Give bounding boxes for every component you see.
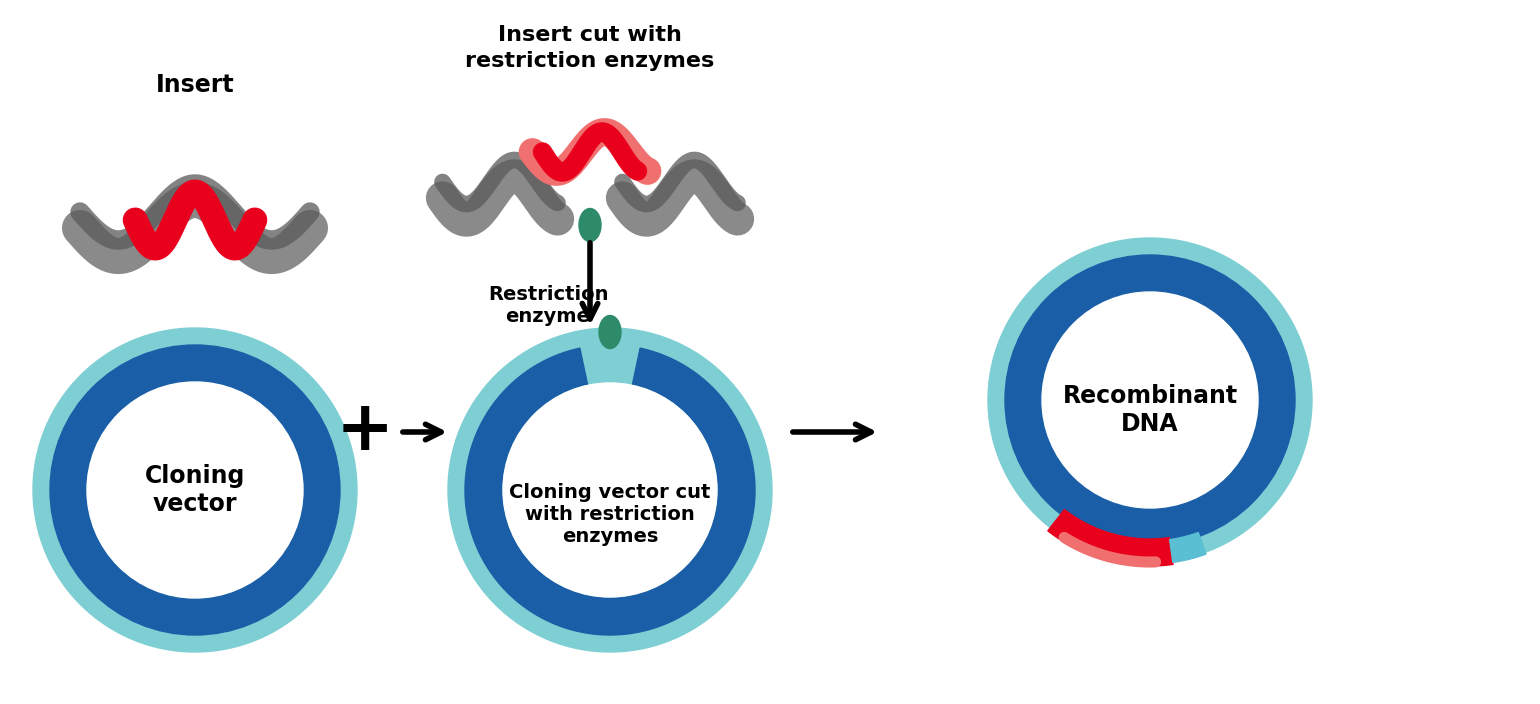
Circle shape xyxy=(1043,292,1258,508)
Text: Recombinant
DNA: Recombinant DNA xyxy=(1063,384,1238,436)
Text: Insert: Insert xyxy=(156,73,234,97)
Ellipse shape xyxy=(604,329,616,348)
Circle shape xyxy=(504,383,718,597)
Text: Cloning vector cut
with restriction
enzymes: Cloning vector cut with restriction enzy… xyxy=(510,484,710,546)
Circle shape xyxy=(49,345,340,635)
Circle shape xyxy=(32,328,357,652)
Ellipse shape xyxy=(579,208,601,241)
Text: +: + xyxy=(336,396,394,463)
Circle shape xyxy=(448,328,772,652)
Polygon shape xyxy=(1169,532,1206,562)
Circle shape xyxy=(1006,255,1295,545)
Ellipse shape xyxy=(599,315,621,348)
Ellipse shape xyxy=(584,222,596,241)
Circle shape xyxy=(86,382,303,598)
Text: Cloning
vector: Cloning vector xyxy=(145,464,245,516)
Polygon shape xyxy=(465,348,755,635)
Polygon shape xyxy=(1047,510,1173,566)
Text: Insert cut with
restriction enzymes: Insert cut with restriction enzymes xyxy=(465,25,715,71)
Text: Restriction
enzyme: Restriction enzyme xyxy=(488,284,608,325)
Circle shape xyxy=(989,238,1312,562)
